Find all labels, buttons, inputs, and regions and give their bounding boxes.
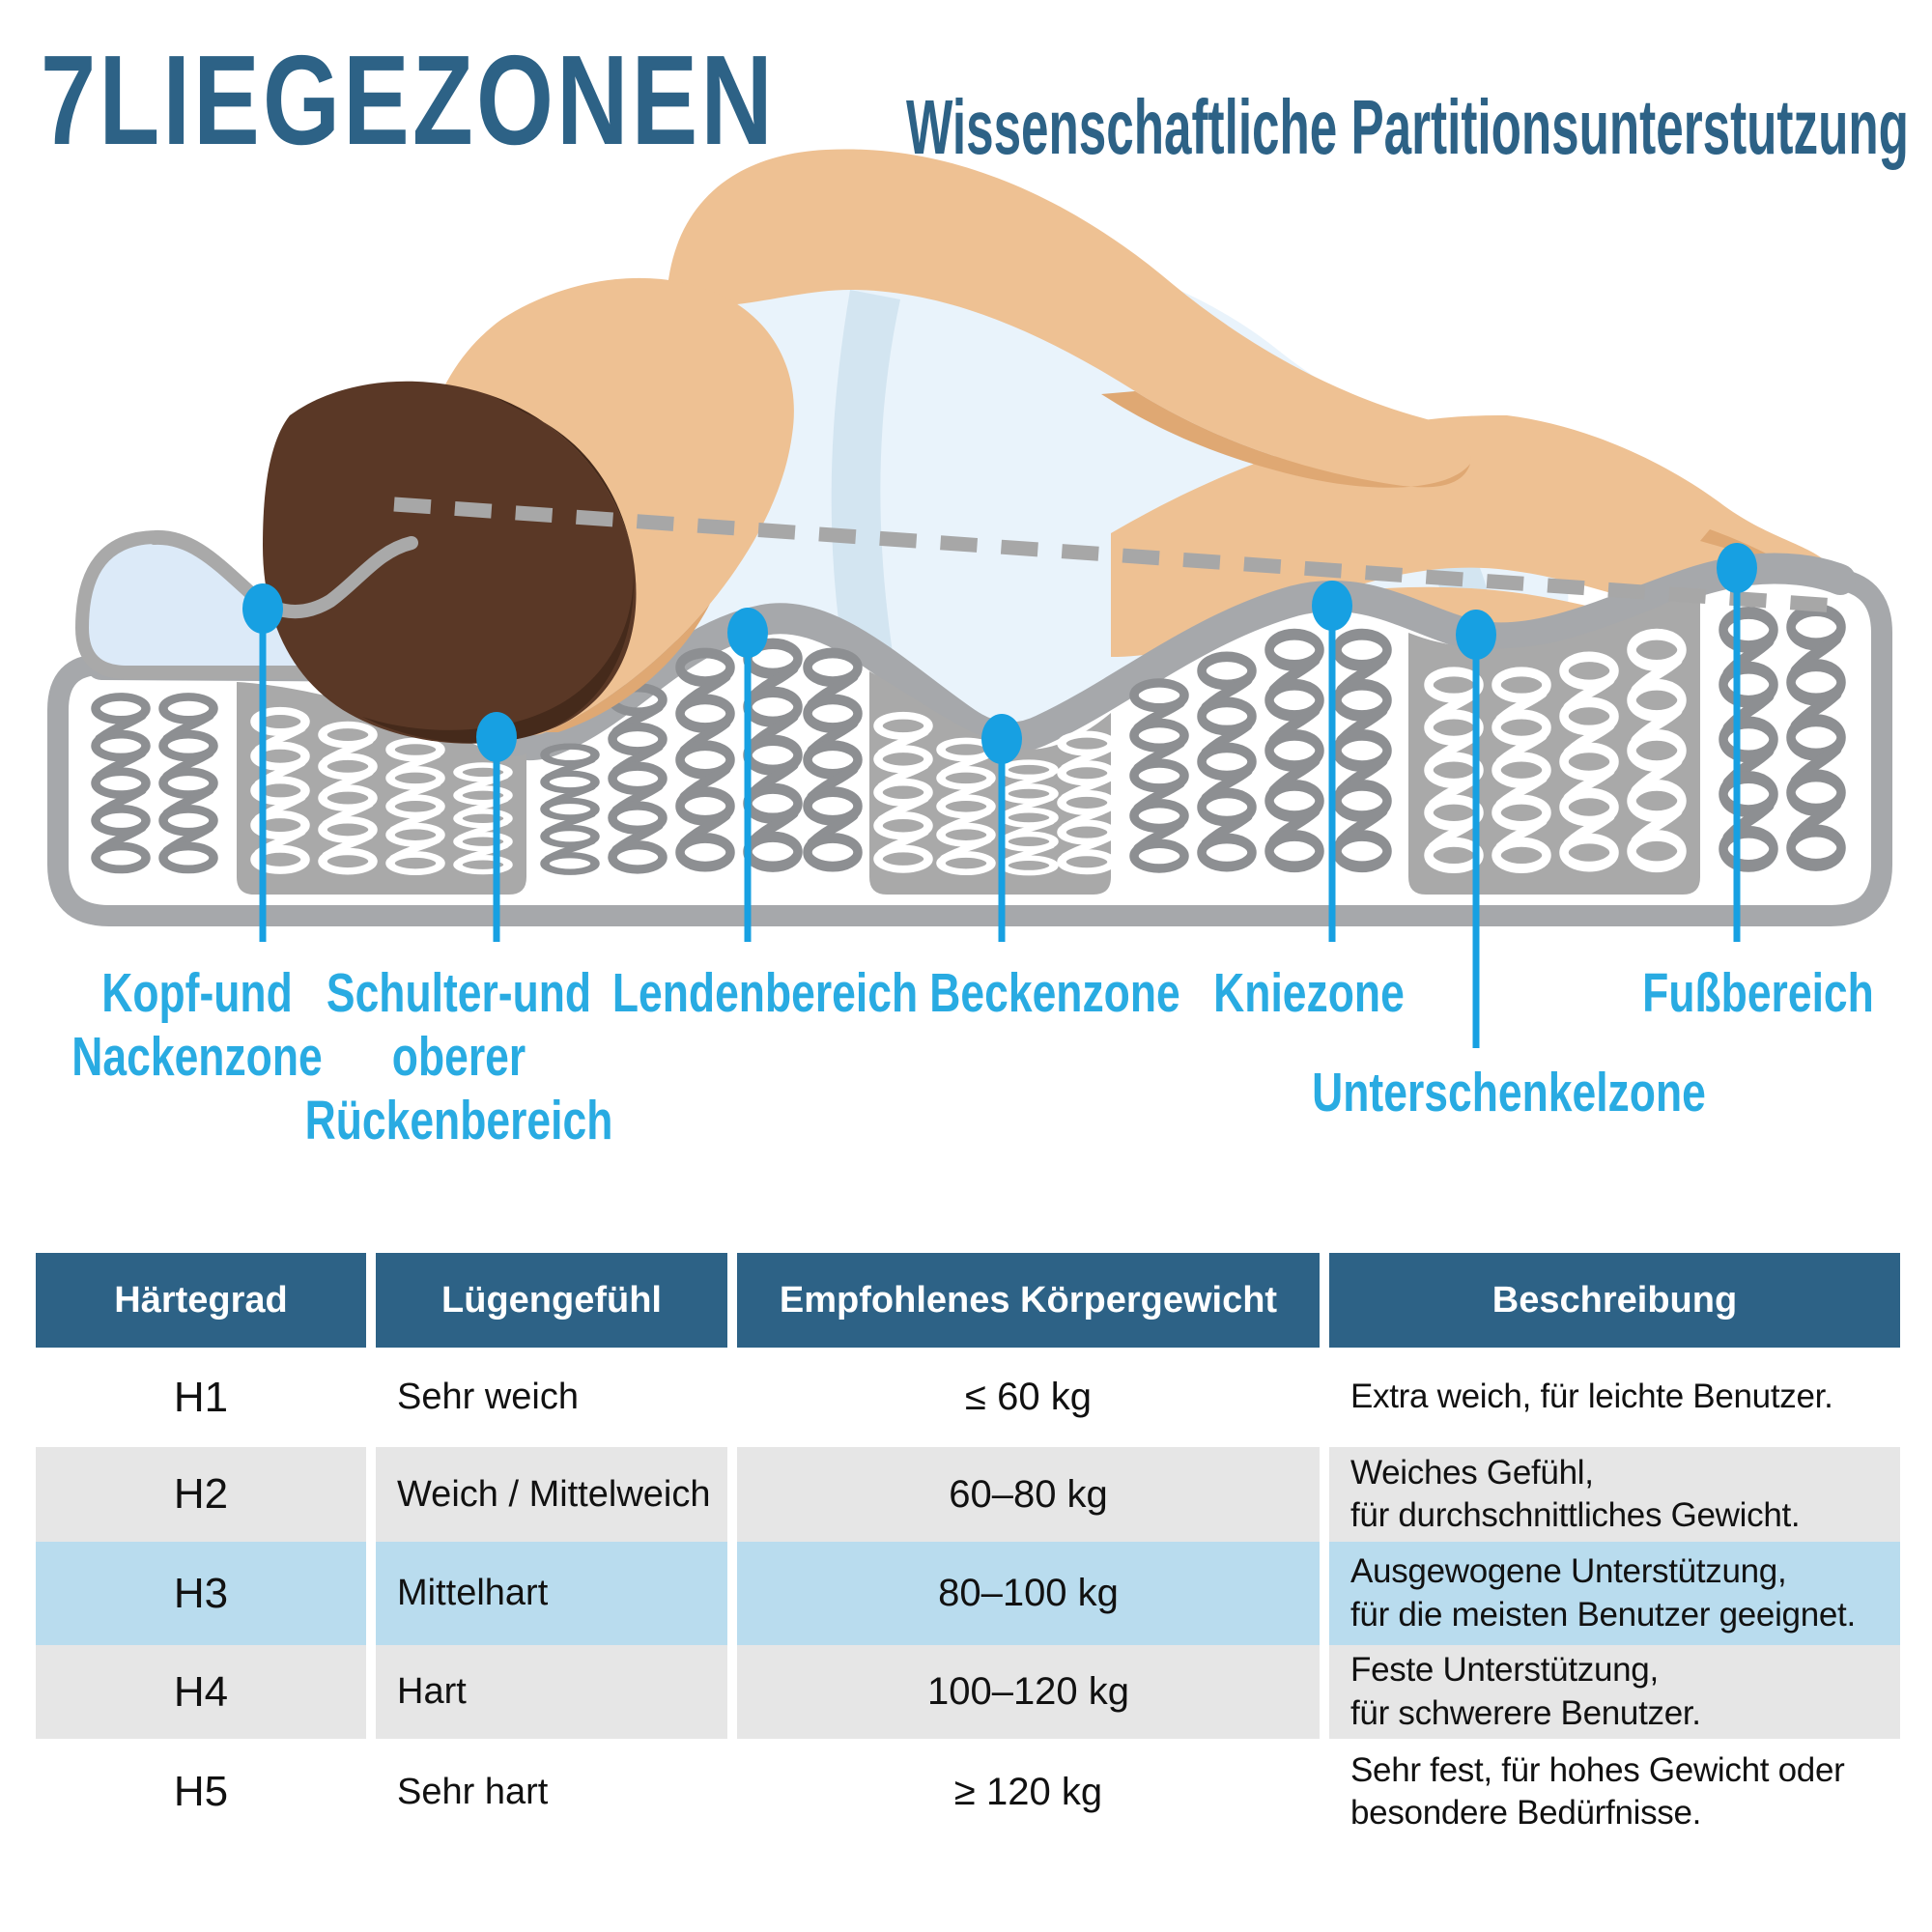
cell-weight: 80–100 kg — [737, 1542, 1320, 1645]
cell-grade: H5 — [36, 1739, 366, 1845]
desc-line: für schwerere Benutzer. — [1350, 1693, 1701, 1732]
zone-label-line: Nackenzone — [71, 1026, 323, 1089]
desc-line: für durchschnittliches Gewicht. — [1350, 1496, 1801, 1534]
col-header-luegengefuehl: Lügengefühl — [376, 1253, 727, 1348]
cell-grade: H3 — [36, 1542, 366, 1645]
shirt-fold-shade — [831, 290, 903, 715]
zone-label-line: Lendenbereich — [611, 962, 919, 1024]
desc-line: Ausgewogene Unterstützung, — [1350, 1552, 1787, 1591]
zone-label-line: Fußbereich — [1642, 962, 1874, 1024]
zone-dot-1 — [242, 583, 283, 634]
zone-label-kopf-nacken: Kopf-und Nackenzone — [0, 961, 431, 1089]
desc-line: für die meisten Benutzer geeignet. — [1350, 1595, 1856, 1634]
col-header-koerpergewicht: Empfohlenes Körpergewicht — [737, 1253, 1320, 1348]
desc-line: besondere Bedürfnisse. — [1350, 1794, 1702, 1832]
cell-description: Ausgewogene Unterstützung, für die meist… — [1329, 1542, 1900, 1645]
arm-shade — [1101, 391, 1470, 488]
zone-label-knie: Kniezone — [1075, 961, 1543, 1025]
cell-weight: ≤ 60 kg — [737, 1348, 1320, 1447]
page-title: 7LIEGEZONEN — [41, 29, 776, 171]
cell-grade: H2 — [36, 1447, 366, 1542]
cell-description: Sehr fest, für hohes Gewicht oder besond… — [1329, 1739, 1900, 1845]
col-header-haertegrad: Härtegrad — [36, 1253, 366, 1348]
cell-feel: Hart — [376, 1645, 727, 1739]
desc-line: Sehr fest, für hohes Gewicht oder — [1350, 1750, 1845, 1789]
zone-label-line: Kopf-und — [101, 962, 293, 1024]
zone-markers — [259, 587, 1741, 1048]
zone-label-becken: Beckenzone — [821, 961, 1289, 1025]
zone-label-lenden: Lendenbereich — [531, 961, 999, 1025]
hair — [263, 381, 637, 744]
table-row-highlighted: H3 Mittelhart 80–100 kg Ausgewogene Unte… — [36, 1542, 1900, 1645]
zone-label-line: Schulter-und — [326, 962, 592, 1024]
pillow-dip-outline — [148, 530, 418, 618]
zone-dot-4 — [981, 714, 1022, 764]
cell-feel: Mittelhart — [376, 1542, 727, 1645]
zone-dot-6 — [1456, 610, 1496, 660]
zone-label-line: Kniezone — [1213, 962, 1405, 1024]
cell-weight: 60–80 kg — [737, 1447, 1320, 1542]
zone-dot-2 — [476, 712, 517, 762]
zone-dot-5 — [1312, 581, 1352, 631]
table-row: H2 Weich / Mittelweich 60–80 kg Weiches … — [36, 1447, 1900, 1542]
zone-dot-7 — [1717, 543, 1757, 593]
cell-description: Feste Unterstützung, für schwerere Benut… — [1329, 1645, 1900, 1739]
mattress-zones-illustration — [47, 149, 1892, 1048]
zone-dot-3 — [727, 608, 768, 658]
sleeper-head — [148, 277, 794, 744]
zone-label-line: Rückenbereich — [304, 1090, 613, 1152]
zone-label-fuss: Fußbereich — [1524, 961, 1932, 1025]
table-header-row: Härtegrad Lügengefühl Empfohlenes Körper… — [36, 1253, 1900, 1348]
table-row: H5 Sehr hart ≥ 120 kg Sehr fest, für hoh… — [36, 1739, 1900, 1845]
cell-weight: ≥ 120 kg — [737, 1739, 1320, 1845]
cell-feel: Weich / Mittelweich — [376, 1447, 727, 1542]
mattress-top-band — [86, 553, 1856, 761]
cell-description: Extra weich, für leichte Benutzer. — [1329, 1348, 1900, 1447]
table-row: H1 Sehr weich ≤ 60 kg Extra weich, für l… — [36, 1348, 1900, 1447]
zone-label-line: oberer — [391, 1026, 526, 1089]
zone-label-line: Unterschenkelzone — [1312, 1062, 1706, 1123]
zone-dots — [242, 543, 1757, 764]
cell-weight: 100–120 kg — [737, 1645, 1320, 1739]
desc-line: Feste Unterstützung, — [1350, 1651, 1659, 1690]
arm — [667, 149, 1471, 488]
desc-line: Extra weich, für leichte Benutzer. — [1350, 1378, 1833, 1416]
cell-description: Weiches Gefühl, für durchschnittliches G… — [1329, 1447, 1900, 1542]
cell-feel: Sehr weich — [376, 1348, 727, 1447]
hair-dark-shade — [362, 555, 635, 744]
page-subtitle: Wissenschaftliche Partitionsunterstutzun… — [906, 84, 1909, 170]
zone-label-schulter-ruecken: Schulter-und oberer Rückenbereich — [225, 961, 693, 1152]
col-header-beschreibung: Beschreibung — [1329, 1253, 1900, 1348]
zone-label-unterschenkel: Unterschenkelzone — [1275, 1061, 1743, 1124]
zone-label-line: Beckenzone — [929, 962, 1180, 1024]
cell-feel: Sehr hart — [376, 1739, 727, 1845]
table-row: H4 Hart 100–120 kg Feste Unterstützung, … — [36, 1645, 1900, 1739]
cell-grade: H1 — [36, 1348, 366, 1447]
desc-line: Weiches Gefühl, — [1350, 1453, 1594, 1492]
firmness-table: Härtegrad Lügengefühl Empfohlenes Körper… — [36, 1253, 1900, 1845]
cell-grade: H4 — [36, 1645, 366, 1739]
